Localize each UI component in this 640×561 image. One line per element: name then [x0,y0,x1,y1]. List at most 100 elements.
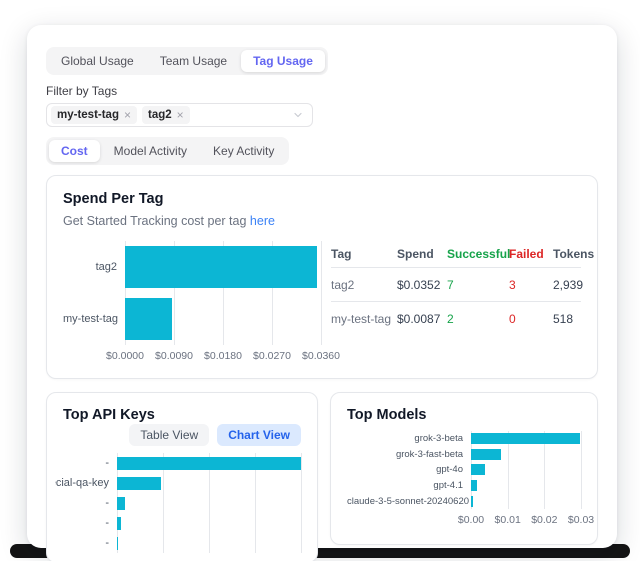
gridline [272,241,273,345]
remove-tag-icon[interactable]: × [123,108,131,122]
tag-filter-select[interactable]: my-test-tag × tag2 × [46,103,313,127]
chart-row: special-qa-key [55,473,301,493]
cell-failed: 3 [509,277,516,292]
col-spend: Spend [397,247,434,261]
table-row: my-test-tag $0.0087 2 0 518 [331,302,581,335]
usage-scope-tabs: Global Usage Team Usage Tag Usage [46,47,328,75]
gridline [581,431,582,509]
bottom-panels: Top API Keys Table View Chart View - spec… [46,392,598,561]
bar-track [471,448,581,460]
bar-track [471,464,581,476]
bar [471,448,502,460]
gridline [163,453,164,553]
category-label: special-qa-key [55,477,109,489]
chart-row: - [55,533,301,553]
bar [471,433,580,445]
chart-bars: - special-qa-key - - - [55,453,301,553]
bar-track [117,476,301,490]
chart-row: - [55,513,301,533]
bar [117,516,122,530]
bar-track [125,298,321,340]
chart-row: - [55,493,301,513]
tab-cost[interactable]: Cost [49,140,100,162]
cell-failed: 0 [509,311,516,326]
bar-track [471,495,581,507]
subtitle-text: Get Started Tracking cost per tag [63,214,247,228]
x-tick-label: $0.0270 [253,350,291,362]
tag-chip-label: my-test-tag [57,109,119,121]
tab-team-usage[interactable]: Team Usage [159,54,228,68]
chart-row: gpt-4o [347,462,581,478]
cell-successful: 7 [447,277,454,292]
bar [125,246,317,288]
cost-activity-tabs: Cost Model Activity Key Activity [46,137,290,165]
bar-track [117,456,301,470]
chevron-down-icon[interactable] [292,109,304,121]
gridline [125,241,126,345]
bar [117,496,126,510]
bar [117,456,301,470]
top-api-keys-title: Top API Keys [63,407,155,423]
chart-row: claude-3-5-sonnet-20240620 [347,493,581,509]
category-label: - [105,517,109,529]
x-tick-label: $0.0360 [302,350,340,362]
category-label: - [105,457,109,469]
bar [471,495,474,507]
bar-track [125,246,321,288]
bar-track [471,480,581,492]
category-label: gpt-4o [436,464,463,476]
view-toggle: Table View Chart View [63,424,301,446]
top-api-keys-panel: Top API Keys Table View Chart View - spec… [46,392,318,561]
x-tick-label: $0.0090 [155,350,193,362]
usage-dashboard-card: Global Usage Team Usage Tag Usage Filter… [27,25,617,561]
chart-row: grok-3-fast-beta [347,447,581,463]
bar-track [117,536,301,550]
gridline [255,453,256,553]
tag-chip-my-test-tag: my-test-tag × [51,106,137,124]
bar-track [117,516,301,530]
bar [471,480,477,492]
gridline [209,453,210,553]
cell-tag: my-test-tag [331,311,392,326]
category-label: grok-3-fast-beta [395,448,463,460]
chart-x-axis: $0.00 $0.01 $0.02 $0.03 [458,514,594,528]
top-api-keys-chart: - special-qa-key - - - [55,453,302,555]
chart-gridlines [125,241,322,345]
table-view-button[interactable]: Table View [129,424,210,446]
tag-spend-table: Tag Spend Successful Failed Tokens tag2 … [331,241,594,367]
bar-track [471,433,581,445]
gridline [301,453,302,553]
cell-tag: tag2 [331,277,355,292]
top-models-panel: Top Models grok-3-beta grok-3-fast-beta gp… [330,392,598,545]
gridline [223,241,224,345]
bar [117,476,162,490]
gridline [174,241,175,345]
chart-row: - [55,453,301,473]
col-failed: Failed [509,247,544,261]
top-models-chart: grok-3-beta grok-3-fast-beta gpt-4o gpt-4.1… [347,431,594,529]
tab-key-activity[interactable]: Key Activity [213,144,275,158]
tab-tag-usage[interactable]: Tag Usage [241,50,325,72]
remove-tag-icon[interactable]: × [176,108,184,122]
tab-model-activity[interactable]: Model Activity [113,144,188,158]
tag-chip-label: tag2 [148,109,172,121]
x-tick-label: $0.02 [531,514,558,526]
x-tick-label: $0.00 [457,514,485,526]
category-label: my-test-tag [63,313,119,325]
col-tokens: Tokens [553,247,595,261]
category-label: claude-3-5-sonnet-20240620 [347,495,470,507]
chart-view-button[interactable]: Chart View [217,424,301,446]
category-label: - [105,537,109,549]
cell-spend: $0.0087 [397,311,441,326]
x-tick-label: $0.0180 [204,350,242,362]
tab-global-usage[interactable]: Global Usage [61,54,134,68]
spend-per-tag-panel: Spend Per Tag Get Started Tracking cost … [46,175,598,379]
category-label: tag2 [95,261,117,273]
here-link[interactable]: here [249,214,275,228]
bar-track [117,496,301,510]
gridline [321,241,322,345]
x-tick-label: $0.0000 [106,350,144,362]
gridline [507,431,509,509]
x-tick-label: $0.01 [494,514,521,526]
